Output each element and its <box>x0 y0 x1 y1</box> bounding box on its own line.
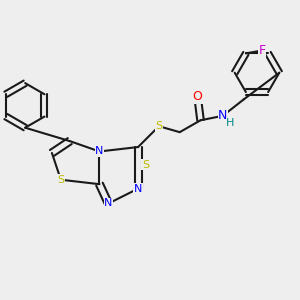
Text: N: N <box>95 146 104 157</box>
Text: H: H <box>226 118 234 128</box>
Text: N: N <box>218 109 227 122</box>
Text: N: N <box>134 184 142 194</box>
Text: O: O <box>193 90 202 103</box>
Text: S: S <box>142 160 149 170</box>
Text: S: S <box>57 175 64 185</box>
Text: S: S <box>155 121 163 131</box>
Text: N: N <box>104 199 112 208</box>
Text: F: F <box>259 44 266 57</box>
